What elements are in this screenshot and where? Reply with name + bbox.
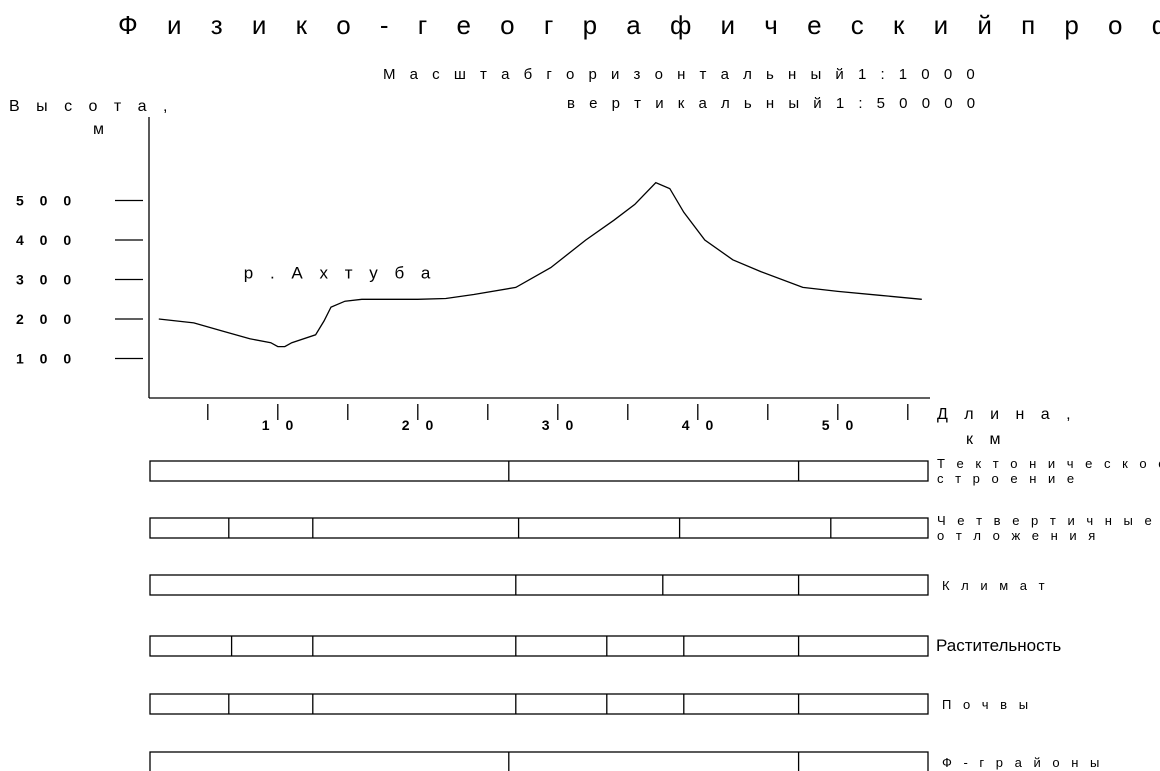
x-axis-unit: к м <box>966 431 1006 448</box>
strip-label: Ф - г р а й о н ы <box>942 755 1103 770</box>
y-tick-label: 2 0 0 <box>16 311 77 327</box>
thematic-strips: Т е к т о н и ч е с к о ес т р о е н и е… <box>149 456 1160 771</box>
strip-box <box>149 460 929 482</box>
x-tick-label: 2 0 <box>402 417 439 433</box>
strip-row: Растительность <box>149 635 1061 657</box>
x-tick-label: 5 0 <box>822 417 859 433</box>
strip-box <box>149 693 929 715</box>
strip-label: о т л о ж е н и я <box>937 528 1099 543</box>
horizontal-scale: М а с ш т а б г о р и з о н т а л ь н ы … <box>383 66 980 83</box>
y-ticks: 1 0 0 2 0 0 3 0 0 4 0 0 5 0 0 <box>16 193 143 367</box>
strip-row: Ф - г р а й о н ы <box>149 751 1103 771</box>
strip-row: Т е к т о н и ч е с к о ес т р о е н и е <box>149 456 1160 486</box>
strip-row: Ч е т в е р т и ч н ы ео т л о ж е н и я <box>149 513 1156 543</box>
y-tick-label: 3 0 0 <box>16 272 77 288</box>
strip-label: П о ч в ы <box>942 697 1032 712</box>
strip-box <box>149 635 929 657</box>
x-tick-label: 4 0 <box>682 417 719 433</box>
y-tick-label: 5 0 0 <box>16 193 77 209</box>
strip-label: Т е к т о н и ч е с к о е <box>937 456 1160 471</box>
river-annotation: р . А х т у б а <box>244 264 437 283</box>
strip-box <box>149 574 929 596</box>
x-axis-title: Д л и н а , <box>937 406 1077 423</box>
strip-row: К л и м а т <box>149 574 1049 596</box>
y-axis-unit: м <box>93 121 110 138</box>
strip-label: с т р о е н и е <box>937 471 1078 486</box>
strip-box <box>149 751 929 771</box>
strip-row: П о ч в ы <box>149 693 1032 715</box>
x-tick-label: 3 0 <box>542 417 579 433</box>
strip-box <box>149 517 929 539</box>
strip-label: Растительность <box>936 636 1061 655</box>
y-axis-title: В ы с о т а , <box>9 98 173 115</box>
x-ticks: 1 0 2 0 3 0 4 0 5 0 <box>207 404 909 433</box>
chart-title: Ф и з и к о - г е о г р а ф и ч е с к и … <box>118 10 1160 40</box>
y-tick-label: 1 0 0 <box>16 351 77 367</box>
strip-label: Ч е т в е р т и ч н ы е <box>937 513 1156 528</box>
x-tick-label: 1 0 <box>262 417 299 433</box>
y-tick-label: 4 0 0 <box>16 232 77 248</box>
strip-label: К л и м а т <box>942 578 1049 593</box>
vertical-scale: в е р т и к а л ь н ы й 1 : 5 0 0 0 0 <box>567 95 980 112</box>
elevation-profile-line <box>158 181 922 348</box>
